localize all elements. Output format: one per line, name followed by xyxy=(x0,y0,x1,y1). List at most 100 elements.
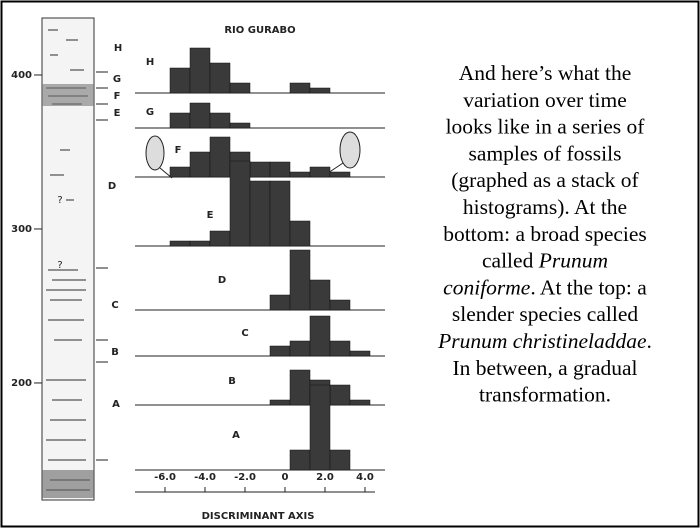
bar xyxy=(290,172,310,177)
uncertain-mark: ? xyxy=(57,260,62,271)
bar xyxy=(290,221,310,246)
column-tick-label: 400 xyxy=(11,70,32,81)
zone-label: D xyxy=(108,181,116,192)
bar xyxy=(270,181,290,246)
bar xyxy=(190,152,210,177)
bar xyxy=(210,231,230,246)
bar xyxy=(210,137,230,177)
bar xyxy=(170,68,190,93)
caption-text: variation over time xyxy=(463,88,627,112)
series-label: D xyxy=(218,275,226,286)
caption-line: (graphed as a stack of xyxy=(451,168,639,192)
caption-line: bottom: a broad species xyxy=(443,222,647,246)
caption-text: slender species called xyxy=(452,302,638,326)
series-label: C xyxy=(241,328,248,339)
x-tick-label: 2.0 xyxy=(316,472,334,483)
bar xyxy=(330,450,350,470)
caption-text: Prunum christineladdae xyxy=(437,329,647,353)
bar xyxy=(350,400,370,405)
caption-text: looks like in a series of xyxy=(446,115,646,139)
bar xyxy=(250,162,270,177)
bar xyxy=(330,300,350,310)
bar xyxy=(290,370,310,405)
bar xyxy=(330,341,350,356)
bar xyxy=(270,346,290,356)
caption-line: slender species called xyxy=(452,302,638,326)
caption-text: transformation. xyxy=(479,383,611,407)
bar xyxy=(170,241,190,246)
bar xyxy=(210,63,230,93)
caption-text: samples of fossils xyxy=(469,141,622,165)
slide: RIO GURABO DISCRIMINANT AXIS HGFEDCBA-6.… xyxy=(0,0,700,528)
bar xyxy=(170,113,190,128)
zone-label: H xyxy=(114,43,122,54)
series-label: H xyxy=(146,57,154,68)
bar xyxy=(330,385,350,405)
series-label: F xyxy=(175,145,182,156)
x-tick-label: -4.0 xyxy=(194,472,216,483)
bar xyxy=(190,103,210,128)
bar xyxy=(190,48,210,93)
column-tick-label: 300 xyxy=(11,224,32,235)
column-band xyxy=(42,470,94,498)
bar xyxy=(290,450,310,470)
zone-label: B xyxy=(111,347,119,358)
caption-line: called Prunum xyxy=(482,249,608,273)
caption-line: Prunum christineladdae. xyxy=(437,329,652,353)
caption-line: coniforme. At the top: a xyxy=(443,275,647,299)
caption-line: variation over time xyxy=(463,88,627,112)
zone-label: F xyxy=(114,91,121,102)
shell-icon xyxy=(340,132,360,168)
bar xyxy=(290,341,310,356)
bar xyxy=(270,162,290,177)
bar xyxy=(210,113,230,128)
caption-text: histograms). At the xyxy=(463,195,627,219)
bar xyxy=(310,280,330,310)
column-tick-label: 200 xyxy=(11,378,32,389)
zone-label: G xyxy=(113,74,121,85)
column-band xyxy=(42,84,94,106)
caption-text: Prunum xyxy=(538,249,608,273)
caption-text: . At the top: a xyxy=(530,275,647,299)
zone-label: A xyxy=(112,399,120,410)
series-label: E xyxy=(207,210,214,221)
series-label: G xyxy=(146,107,154,118)
bar xyxy=(250,181,270,246)
x-axis-label: DISCRIMINANT AXIS xyxy=(202,511,315,522)
caption-line: histograms). At the xyxy=(463,195,627,219)
bar xyxy=(350,351,370,356)
caption-line: looks like in a series of xyxy=(446,115,646,139)
bar xyxy=(230,161,250,246)
bar xyxy=(330,172,350,177)
shell-icon xyxy=(146,136,164,170)
x-tick-label: 4.0 xyxy=(356,472,374,483)
bar xyxy=(270,400,290,405)
bar xyxy=(190,241,210,246)
uncertain-mark: ? xyxy=(57,195,62,206)
x-tick-label: -2.0 xyxy=(234,472,256,483)
zone-label: C xyxy=(111,300,118,311)
bar xyxy=(310,88,330,93)
caption-line: samples of fossils xyxy=(469,141,622,165)
series-label: B xyxy=(228,376,236,387)
caption-text: coniforme xyxy=(443,275,531,299)
caption-text: . xyxy=(647,329,652,353)
series-label: A xyxy=(232,430,240,441)
bar xyxy=(270,295,290,310)
bar xyxy=(310,385,330,470)
bar xyxy=(230,123,250,128)
zone-label: E xyxy=(114,108,121,119)
caption-text: And here’s what the xyxy=(459,61,632,85)
caption-line: And here’s what the xyxy=(459,61,632,85)
bar xyxy=(230,83,250,93)
caption-text: bottom: a broad species xyxy=(443,222,647,246)
caption-text: (graphed as a stack of xyxy=(451,168,639,192)
bar xyxy=(170,167,190,177)
caption-line: In between, a gradual xyxy=(452,356,637,380)
x-tick-label: -6.0 xyxy=(154,472,176,483)
chart-title: RIO GURABO xyxy=(224,25,295,36)
x-tick-label: 0 xyxy=(282,472,289,483)
caption-line: transformation. xyxy=(479,383,611,407)
caption-text: In between, a gradual xyxy=(452,356,637,380)
bar xyxy=(290,250,310,310)
